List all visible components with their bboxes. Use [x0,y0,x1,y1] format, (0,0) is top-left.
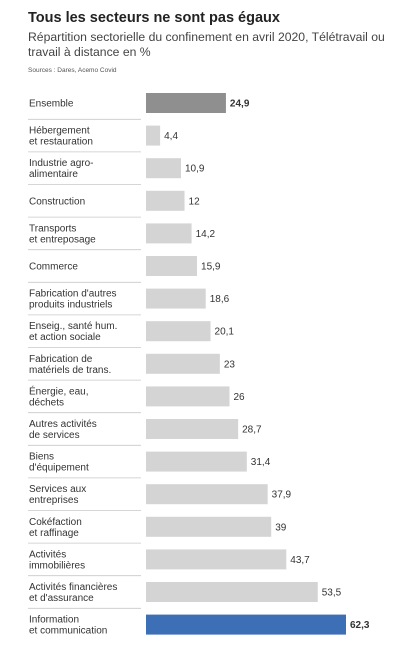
value-label: 20,1 [215,327,235,338]
bar [146,516,272,537]
bar [146,288,206,309]
category-label: Information et communication [29,615,107,637]
value-label: 28,7 [242,425,262,436]
category-label: Commerce [29,262,78,273]
bar [146,549,287,570]
bar [146,451,247,472]
value-label: 24,9 [230,99,250,110]
bar [146,582,318,602]
value-label: 53,5 [322,588,342,599]
chart-title: Tous les secteurs ne sont pas égaux [28,10,280,26]
value-label: 23 [224,359,236,370]
value-label: 18,6 [210,294,230,305]
value-label: 43,7 [290,555,310,566]
category-label: Industrie agro-alimentaire [29,158,93,180]
category-label: Activités immobilières [29,549,85,571]
bar [146,190,185,211]
value-label: 37,9 [272,490,292,501]
category-label: Construction [29,196,85,207]
bar [146,321,211,342]
category-label: Ensemble [29,99,74,110]
category-label: Cokéfaction et raffinage [29,517,82,539]
category-label: Transports et entreposage [29,223,96,245]
value-label: 4,4 [164,131,178,142]
value-label: 12 [189,196,201,207]
value-label: 31,4 [251,457,271,468]
bar [146,223,192,244]
value-label: 26 [233,392,245,403]
category-label: Fabrication de matériels de trans. [29,354,111,376]
bar [146,484,268,505]
bar [146,386,230,407]
bar [146,353,220,374]
bar [146,614,346,635]
bar [146,93,226,113]
bar [146,419,239,439]
chart-source: Sources : Dares, Acemo Covid [28,67,117,74]
category-label: Activités financières et d'assurance [29,582,117,604]
chart-subtitle: Répartition sectorielle du confinement e… [28,30,385,59]
bar [146,256,198,276]
category-label: Enseig., santé hum. et action sociale [29,321,117,343]
bar [146,125,161,146]
bar [146,158,181,179]
category-label: Services aux entreprises [29,484,86,506]
value-label: 10,9 [185,164,205,175]
category-label: Hébergement et restauration [29,126,93,148]
value-label: 39 [275,522,287,533]
value-label: 15,9 [201,262,221,273]
category-label: Autres activités de services [29,419,97,441]
category-label: Biens d'équipement [29,452,89,474]
category-label: Énergie, eau, déchets [29,384,89,408]
category-label: Fabrication d'autres produits industriels [29,289,117,311]
value-label: 14,2 [196,229,216,240]
value-label: 62,3 [350,620,370,631]
